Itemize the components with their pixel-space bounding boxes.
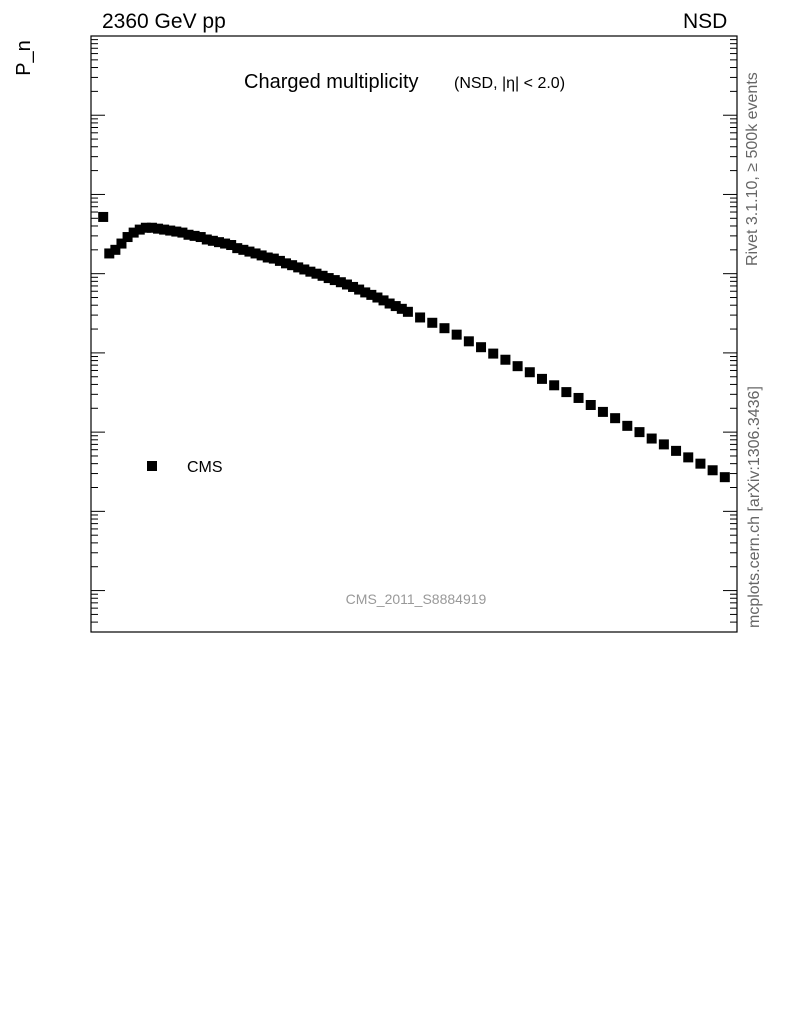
cms-data-point [311,268,322,279]
cms-data-point [293,262,304,273]
watermark-label: CMS_2011_S8884919 [346,591,487,607]
cms-data-point [573,392,584,403]
cms-data-point [213,237,224,248]
cms-data-point [244,246,255,257]
energy-label: 2360 GeV pp [102,10,226,33]
cms-data-point [536,373,547,384]
main-y-axis [91,35,737,633]
cms-data-point [183,229,194,240]
cms-data-point [165,225,176,236]
cms-data-point [488,348,499,359]
cms-data-point [378,295,389,306]
data-points [98,211,730,483]
cms-data-point [256,250,267,261]
cms-data-point [524,367,535,378]
cms-data-point [549,380,560,391]
cms-data-point [671,445,682,456]
legend-marker-cms [147,461,157,471]
cms-data-point [110,244,121,255]
cms-data-point [122,232,133,243]
cms-data-point [646,433,657,444]
cms-data-point [658,439,669,450]
cms-data-point [153,223,164,234]
cms-data-point [238,244,249,255]
cms-data-point [719,472,730,483]
cms-data-point [354,284,365,295]
cms-data-point [695,458,706,469]
cms-data-point [134,224,145,235]
cms-data-point [146,222,157,233]
cms-data-point [476,342,487,353]
cms-data-point [104,248,115,259]
cms-data-point [189,230,200,241]
cms-data-point [195,232,206,243]
cms-data-point [707,465,718,476]
cms-data-point [335,277,346,288]
cms-data-point [622,420,633,431]
legend: CMS [147,459,223,476]
cms-data-point [232,243,243,254]
cms-data-point [305,266,316,277]
cms-data-point [463,336,474,347]
cms-data-point [220,238,231,249]
main-panel-frame [90,35,738,633]
cms-data-point [268,253,279,264]
cms-data-point [451,329,462,340]
cms-data-point [585,399,596,410]
cms-data-point [299,264,310,275]
cms-data-point [415,312,426,323]
cms-data-point [281,258,292,269]
cms-data-point [159,224,170,235]
legend-label-cms: CMS [187,459,223,476]
chart-subtitle: (NSD, |η| < 2.0) [454,75,565,92]
cms-data-point [287,260,298,271]
y-axis-label: P_n [13,40,35,76]
cms-data-point [348,281,359,292]
cms-data-point [427,317,438,328]
cms-data-point [171,226,182,237]
cms-data-point [439,323,450,334]
cms-data-point [226,240,237,251]
cms-data-point [128,227,139,238]
cms-data-point [323,273,334,284]
cms-data-point [390,301,401,312]
cms-data-point [250,248,261,259]
cms-data-point [116,238,127,249]
cms-data-point [140,222,151,233]
cms-data-point [500,354,511,365]
cms-data-point [262,252,273,263]
cms-data-point [207,235,218,246]
cms-data-point [683,452,694,463]
cms-data-point [98,211,109,222]
cms-data-point [317,270,328,281]
cms-data-point [402,306,413,317]
cms-data-point [634,427,645,438]
cms-data-point [201,234,212,245]
cms-data-point [610,413,621,424]
cms-data-point [372,292,383,303]
cms-data-point [341,279,352,290]
cms-data-point [366,289,377,300]
cms-data-point [329,275,340,286]
cms-data-point [512,361,523,372]
cms-data-point [396,303,407,314]
cms-data-point [360,287,371,298]
chart-title: Charged multiplicity [244,71,419,93]
process-label: NSD [683,10,728,33]
cms-data-point [597,406,608,417]
cms-data-point [177,227,188,238]
cms-data-point [561,387,572,398]
cms-data-point [384,298,395,309]
cms-data-point [274,255,285,266]
